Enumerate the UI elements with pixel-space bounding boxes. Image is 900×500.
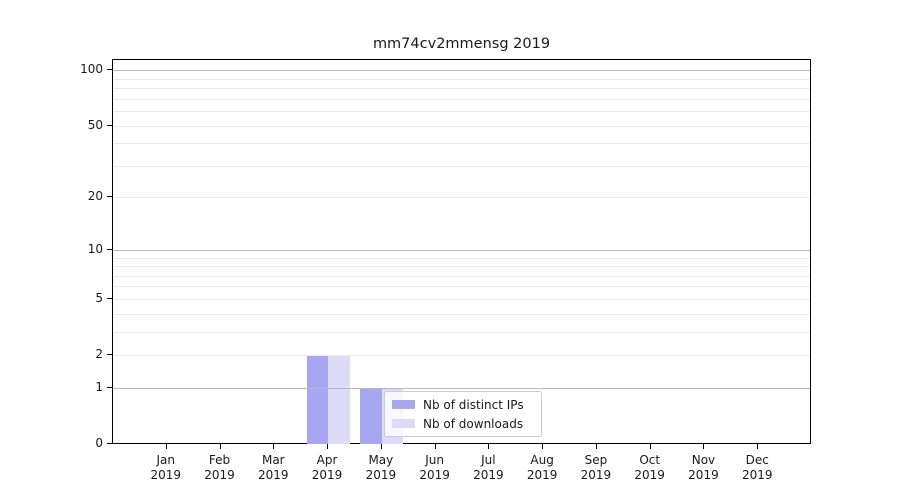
x-axis-tick-label: Sep 2019 <box>580 453 612 482</box>
x-axis-tick <box>542 444 544 449</box>
y-axis-tick-label: 1 <box>95 379 103 394</box>
y-gridline-minor <box>113 78 810 80</box>
legend-item-distinct-ips: Nb of distinct IPs <box>392 398 534 412</box>
y-axis-tick-label: 10 <box>87 241 103 256</box>
y-axis-tick <box>107 386 112 388</box>
y-gridline-minor <box>113 286 810 288</box>
x-axis-tick <box>165 444 167 449</box>
x-axis-tick-label: Aug 2019 <box>526 453 558 482</box>
legend-swatch-downloads-icon <box>392 419 415 428</box>
y-axis-tick-label: 100 <box>80 62 103 77</box>
y-gridline-minor <box>113 355 810 357</box>
x-axis-tick-label: Nov 2019 <box>688 453 719 482</box>
y-axis-tick <box>107 354 112 356</box>
y-axis-tick <box>107 196 112 198</box>
legend-swatch-distinct-ips-icon <box>392 400 415 409</box>
y-axis-tick <box>107 297 112 299</box>
x-axis-tick <box>434 444 436 449</box>
x-axis-tick-label: Mar 2019 <box>258 453 289 482</box>
bar-apr-nb-of-distinct-ips <box>306 356 329 444</box>
y-axis-tick-label: 0 <box>95 436 103 450</box>
legend-item-downloads: Nb of downloads <box>392 417 534 431</box>
x-axis-tick <box>380 444 382 449</box>
y-axis-tick <box>107 69 112 71</box>
x-axis-tick-label: Jan 2019 <box>150 453 182 482</box>
legend-label-downloads: Nb of downloads <box>423 416 524 431</box>
y-gridline-minor <box>113 88 810 90</box>
y-axis-tick-label: 50 <box>87 117 103 132</box>
x-axis-tick <box>327 444 329 449</box>
y-gridline-minor <box>113 266 810 268</box>
y-gridline-minor <box>113 298 810 300</box>
x-axis-tick-label: Jun 2019 <box>419 453 450 482</box>
y-gridline-minor <box>113 257 810 259</box>
x-axis-tick <box>649 444 651 449</box>
y-gridline-minor <box>113 331 810 333</box>
y-gridline-minor <box>113 313 810 315</box>
y-gridline-major <box>113 70 810 72</box>
y-gridline-minor <box>113 165 810 167</box>
y-axis-tick <box>107 124 112 126</box>
y-axis-tick <box>107 248 112 250</box>
y-gridline-minor <box>113 143 810 145</box>
x-axis-tick-label: May 2019 <box>365 453 397 482</box>
y-axis-tick-label: 2 <box>95 347 103 362</box>
bar-may-nb-of-distinct-ips <box>360 388 382 444</box>
y-gridline-minor <box>113 98 810 100</box>
x-axis-tick-label: Feb 2019 <box>204 453 235 482</box>
x-axis-tick-label: Oct 2019 <box>634 453 665 482</box>
x-axis-tick-label: Dec 2019 <box>741 453 773 482</box>
bar-apr-nb-of-downloads <box>328 356 350 444</box>
y-gridline-minor <box>113 125 810 127</box>
y-axis-tick-label: 5 <box>95 290 103 305</box>
x-axis-tick <box>703 444 705 449</box>
y-axis-tick-label: 20 <box>87 189 103 204</box>
x-axis-tick <box>273 444 275 449</box>
chart-title: mm74cv2mmensg 2019 <box>372 36 551 52</box>
x-axis-tick <box>757 444 759 449</box>
y-gridline-major <box>113 387 810 389</box>
y-gridline-major <box>113 249 810 251</box>
y-gridline-minor <box>113 111 810 113</box>
x-axis-tick-label: Jul 2019 <box>473 453 504 482</box>
legend: Nb of distinct IPs Nb of downloads <box>384 391 542 437</box>
plot-area <box>112 59 811 444</box>
y-gridline-minor <box>113 197 810 199</box>
x-axis-tick-label: Apr 2019 <box>311 453 343 482</box>
y-axis-tick <box>107 443 112 444</box>
x-axis-tick <box>219 444 221 449</box>
y-gridline-minor <box>113 275 810 277</box>
x-axis-tick <box>488 444 490 449</box>
x-axis-tick <box>595 444 597 449</box>
legend-label-distinct-ips: Nb of distinct IPs <box>423 397 524 412</box>
